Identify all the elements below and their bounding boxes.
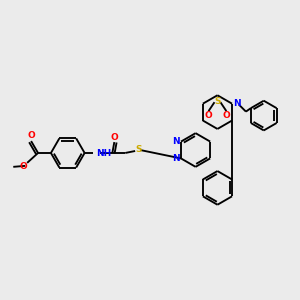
Text: O: O bbox=[19, 162, 27, 171]
Text: S: S bbox=[214, 97, 221, 106]
Text: O: O bbox=[110, 133, 118, 142]
Text: N: N bbox=[172, 154, 180, 163]
Text: NH: NH bbox=[97, 149, 112, 158]
Text: N: N bbox=[233, 99, 241, 108]
Text: O: O bbox=[223, 111, 230, 120]
Text: O: O bbox=[27, 130, 35, 140]
Text: O: O bbox=[205, 111, 212, 120]
Text: S: S bbox=[136, 146, 142, 154]
Text: N: N bbox=[172, 137, 180, 146]
